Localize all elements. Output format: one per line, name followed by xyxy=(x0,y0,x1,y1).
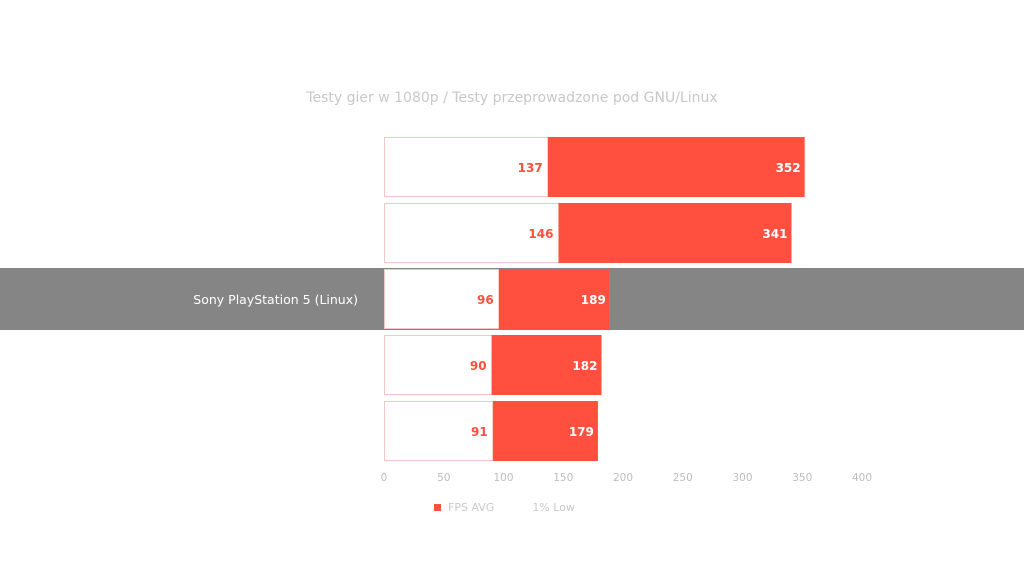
x-tick-8: 400 xyxy=(852,472,872,484)
legend: FPS AVG 1% Low xyxy=(434,501,613,514)
bar-avg-3 xyxy=(491,335,602,395)
bar-avg-1 xyxy=(558,203,792,263)
label-low-0: 137 xyxy=(518,161,543,175)
x-tick-0: 0 xyxy=(381,472,388,484)
label-avg-1: 341 xyxy=(762,227,787,241)
legend-swatch-fps-avg xyxy=(434,504,441,511)
x-tick-6: 300 xyxy=(732,472,752,484)
chart-title: Testy gier w 1080p / Testy przeprowadzon… xyxy=(306,90,718,106)
category-label-2: Sony PlayStation 5 (Linux) xyxy=(193,292,358,307)
label-avg-2: 189 xyxy=(581,293,606,307)
bar-avg-4 xyxy=(492,401,598,461)
x-tick-7: 350 xyxy=(792,472,812,484)
bar-avg-2 xyxy=(498,269,610,329)
label-low-3: 90 xyxy=(470,359,487,373)
label-low-2: 96 xyxy=(477,293,494,307)
label-avg-3: 182 xyxy=(572,359,597,373)
legend-item-1-low: 1% Low xyxy=(532,501,575,514)
x-tick-2: 100 xyxy=(493,472,513,484)
label-low-4: 91 xyxy=(471,425,488,439)
x-tick-5: 250 xyxy=(673,472,693,484)
label-avg-4: 179 xyxy=(569,425,594,439)
label-avg-0: 352 xyxy=(776,161,801,175)
x-tick-4: 200 xyxy=(613,472,633,484)
legend-label-fps-avg: FPS AVG xyxy=(448,501,495,514)
x-tick-3: 150 xyxy=(553,472,573,484)
legend-label-1-low: 1% Low xyxy=(532,501,575,514)
x-tick-1: 50 xyxy=(437,472,450,484)
bar-avg-0 xyxy=(547,137,805,197)
label-low-1: 146 xyxy=(528,227,553,241)
legend-item-fps-avg: FPS AVG xyxy=(434,501,494,514)
